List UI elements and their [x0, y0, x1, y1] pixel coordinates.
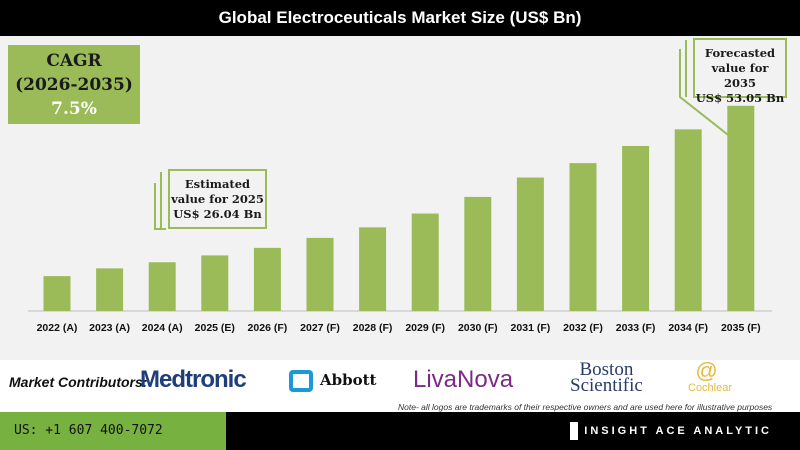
x-tick-label: 2030 (F)	[458, 322, 498, 334]
x-tick-label: 2035 (F)	[721, 322, 761, 334]
bar-2033 (F)	[622, 145, 650, 311]
x-tick-label: 2025 (E)	[195, 322, 235, 334]
abbott-logo: Abbott	[320, 371, 377, 389]
bar-2025 (E)	[201, 255, 229, 311]
x-tick-label: 2029 (F)	[405, 322, 445, 334]
bar-2028 (F)	[359, 227, 387, 311]
x-tick-label: 2024 (A)	[142, 322, 183, 334]
x-tick-label: 2032 (F)	[563, 322, 603, 334]
x-tick-label: 2026 (F)	[248, 322, 288, 334]
bar-2031 (F)	[516, 177, 544, 311]
bar-2023 (A)	[96, 268, 124, 311]
callout-2025-line3: US$ 26.04 Bn	[173, 207, 262, 221]
phone-number: US: +1 607 400-7072	[0, 412, 226, 450]
contributors-row: Market Contributors: Medtronic Abbott Li…	[0, 358, 800, 412]
x-tick-label: 2028 (F)	[353, 322, 393, 334]
cochlear-icon: @	[695, 358, 718, 383]
bar-2030 (F)	[464, 196, 492, 311]
chart-title: Global Electroceuticals Market Size (US$…	[0, 0, 800, 36]
contributors-label: Market Contributors:	[9, 374, 148, 390]
brand-name: INSIGHT ACE ANALYTIC	[584, 425, 772, 437]
x-tick-label: 2031 (F)	[511, 322, 551, 334]
callout-2035-line3: US$ 53.05 Bn	[695, 91, 785, 105]
callout-2035-line2: value for 2035	[711, 61, 769, 90]
callout-2035: Forecasted value for 2035 US$ 53.05 Bn	[693, 38, 787, 105]
x-tick-label: 2033 (F)	[616, 322, 656, 334]
bar-2024 (A)	[148, 262, 176, 311]
brand-logo-icon	[570, 422, 578, 440]
x-tick-label: 2023 (A)	[89, 322, 130, 334]
boston-text: Boston	[579, 359, 634, 380]
livanova-logo: LivaNova	[413, 366, 514, 393]
bar-2029 (F)	[411, 213, 439, 311]
bar-2027 (F)	[306, 237, 334, 311]
medtronic-logo: Medtronic	[140, 366, 247, 393]
bar-2034 (F)	[674, 129, 702, 311]
bar-2032 (F)	[569, 163, 597, 311]
bar-2022 (A)	[43, 276, 71, 311]
callout-2035-line1: Forecasted	[704, 46, 776, 60]
bar-chart: 2022 (A) 2023 (A) 2024 (A) 2025 (E) 2026 (F)…	[28, 105, 772, 334]
x-tick-label: 2034 (F)	[668, 322, 708, 334]
trademark-note: Note- all logos are trademarks of their …	[398, 402, 773, 412]
bar-2035 (F)	[727, 105, 755, 311]
cagr-label: CAGR	[46, 51, 102, 71]
cagr-box: CAGR (2026-2035) 7.5%	[8, 45, 140, 124]
x-tick-label: 2022 (A)	[37, 322, 78, 334]
x-tick-label: 2027 (F)	[300, 322, 340, 334]
scientific-text: Scientific	[570, 375, 643, 396]
callout-2025-line1: Estimated	[184, 177, 251, 191]
bar-2026 (F)	[253, 247, 281, 311]
abbott-icon	[289, 370, 313, 392]
footer-bar: INSIGHT ACE ANALYTIC	[226, 412, 800, 450]
cochlear-logo: Cochlear	[688, 382, 733, 394]
cagr-period: (2026-2035)	[15, 75, 133, 95]
callout-connectors	[154, 40, 733, 230]
cagr-value: 7.5%	[51, 99, 97, 119]
boston-scientific-logo: Boston Scientific	[570, 359, 643, 396]
callout-2025: Estimated value for 2025 US$ 26.04 Bn	[168, 169, 267, 229]
callout-2025-line2: value for 2025	[171, 192, 264, 206]
